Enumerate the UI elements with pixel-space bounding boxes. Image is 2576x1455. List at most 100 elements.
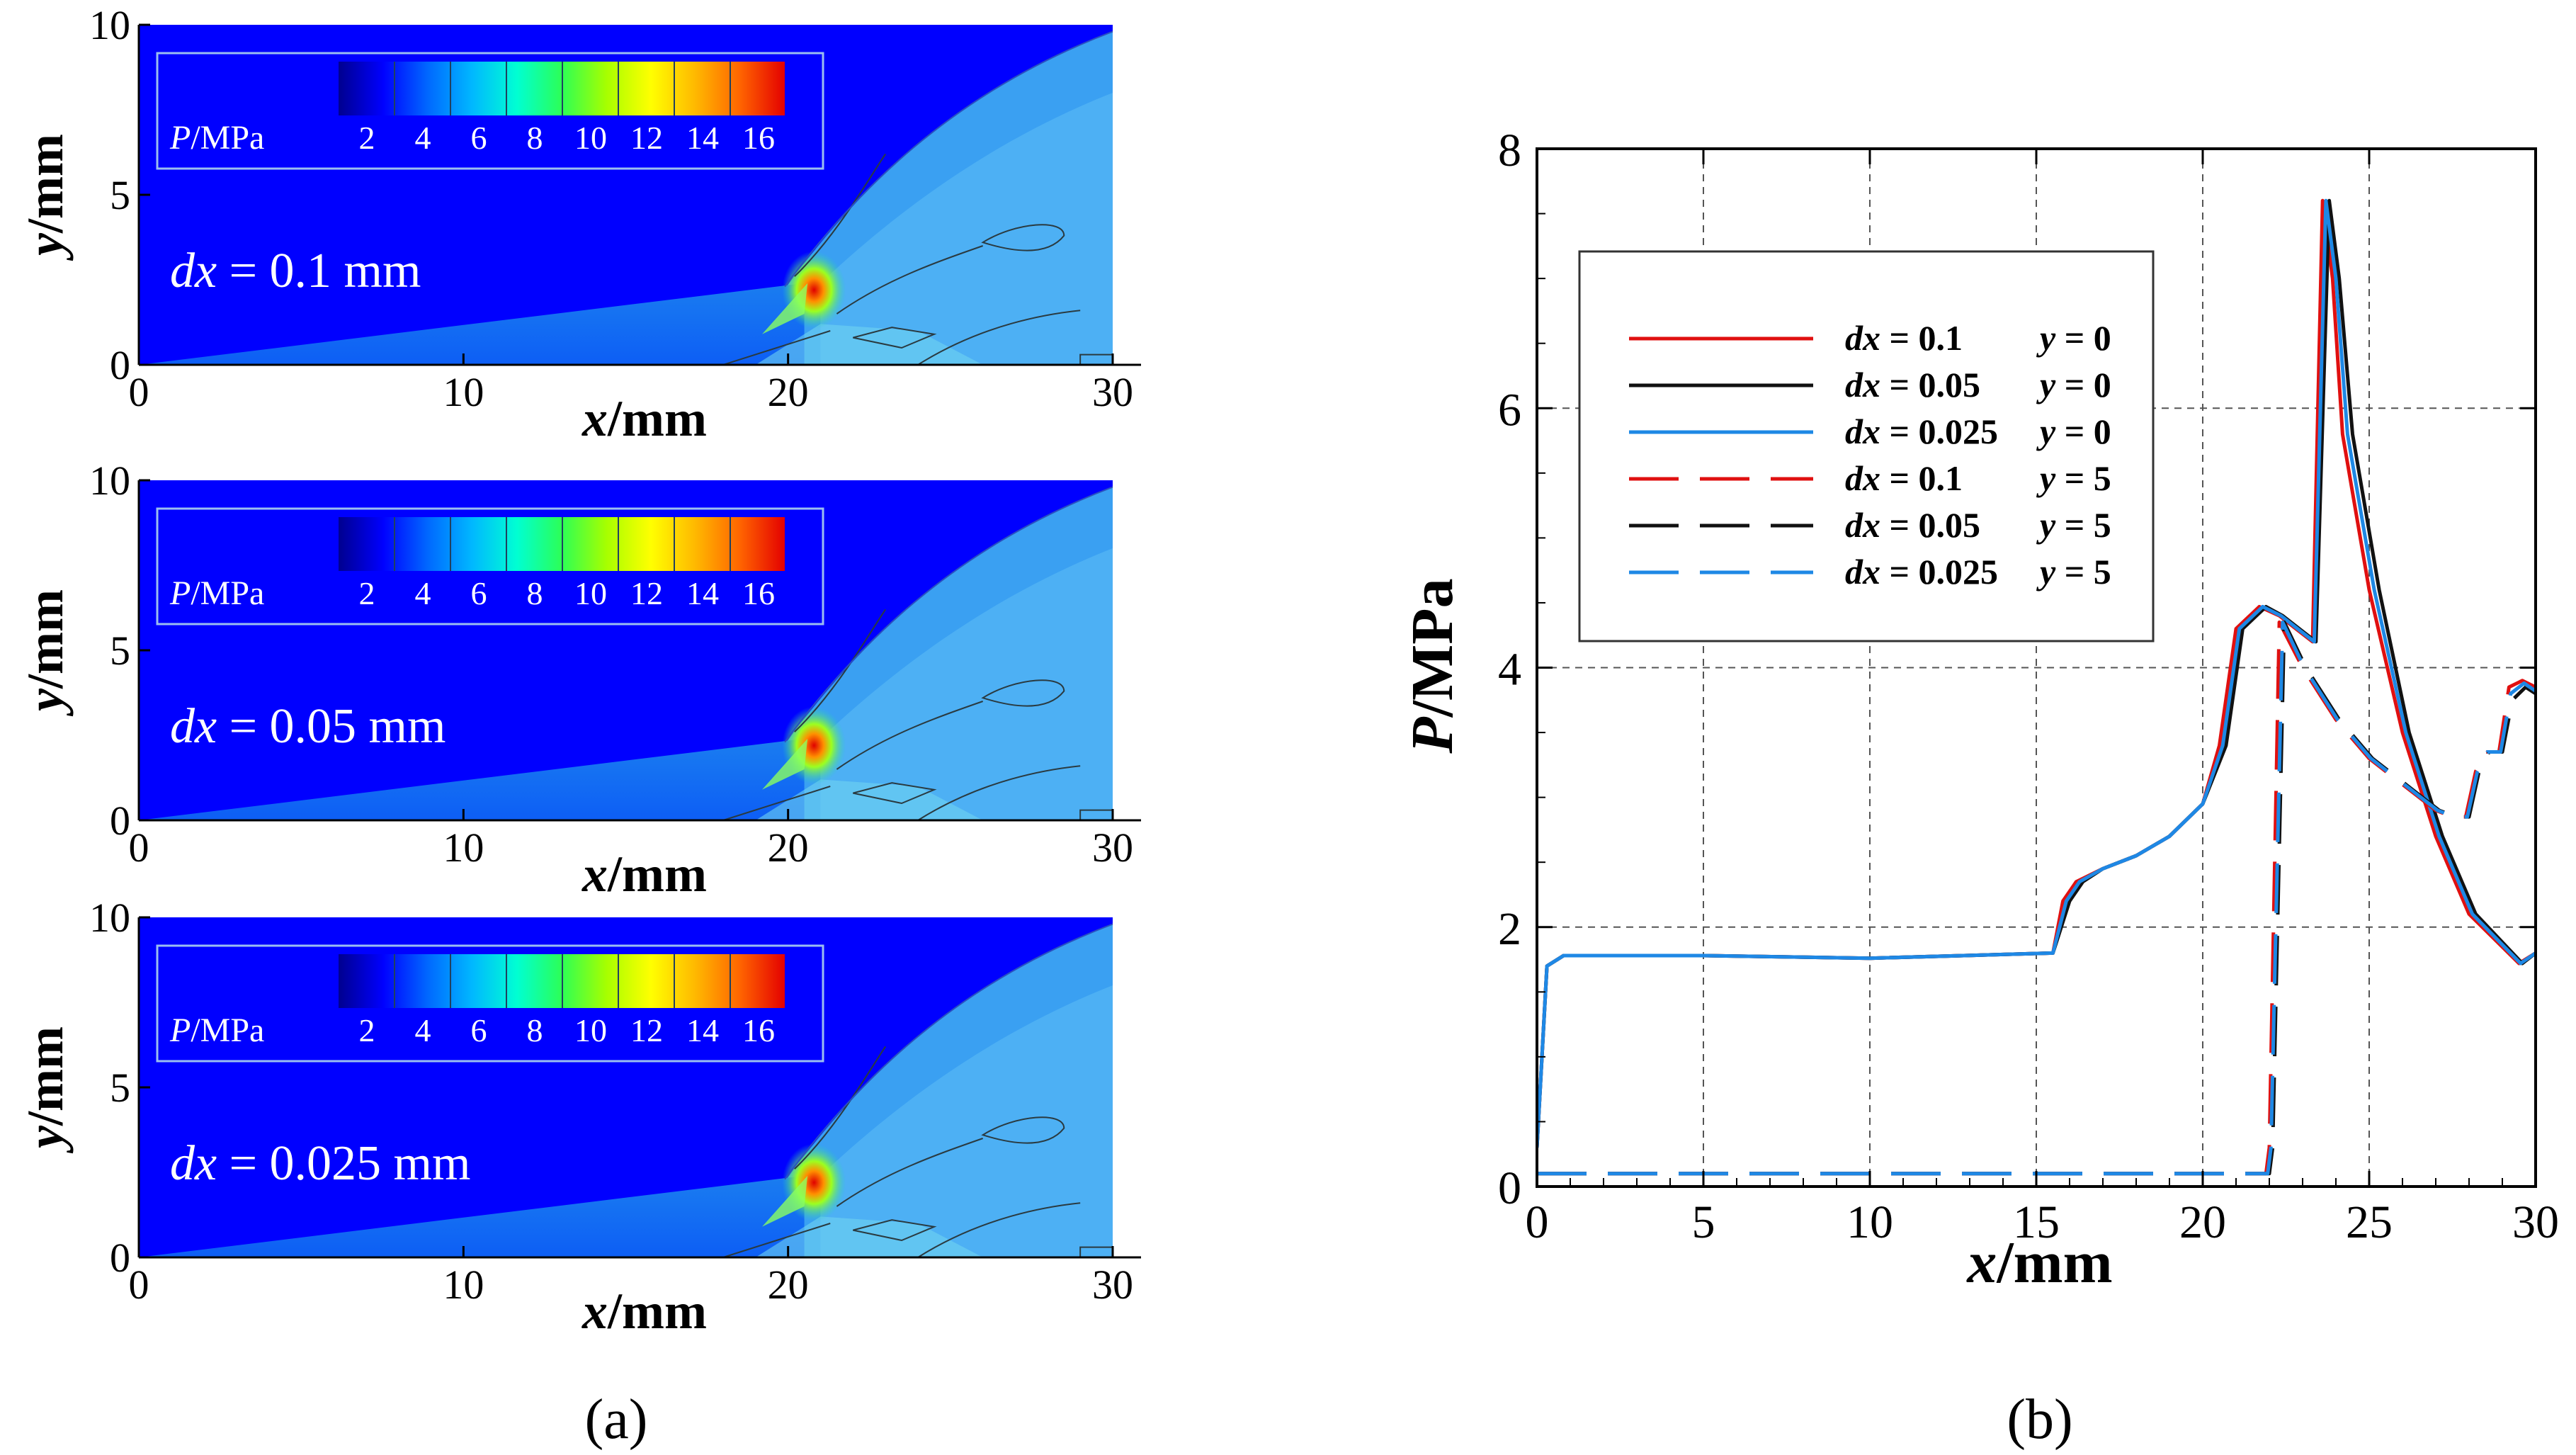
legend-dx-value: = 0.1: [1880, 458, 1963, 498]
bow-shock-line: [784, 923, 1113, 1180]
contour-line: [1079, 809, 1113, 820]
y-axis-var: y: [17, 232, 74, 261]
legend-y-label: y = 5: [2036, 458, 2111, 498]
colorbar-tick-label: 6: [471, 1012, 487, 1048]
bow-shock-line: [784, 30, 1113, 288]
x-axis-label: x/mm: [581, 1283, 707, 1340]
colorbar-tick-label: 2: [359, 1012, 375, 1048]
x-tick-label: 15: [2013, 1196, 2060, 1248]
colorbar-tick-label: 2: [359, 120, 375, 156]
legend-y-var: y: [2036, 318, 2056, 358]
x-axis-label: x/mm: [1965, 1230, 2112, 1296]
legend-entry-label: dx = 0.025: [1845, 552, 1998, 591]
contour-line: [722, 1223, 831, 1258]
y-axis-unit: /mm: [17, 1026, 74, 1126]
x-tick-label: 20: [2179, 1196, 2226, 1248]
x-axis-var: x: [581, 390, 608, 447]
oblique-shock-wedge: [139, 1175, 805, 1257]
legend-y-label: y = 0: [2036, 318, 2111, 358]
hot-jet: [762, 1175, 808, 1227]
resolution-var: dx: [170, 244, 217, 298]
colorbar-tick-label: 8: [527, 120, 543, 156]
contour-line: [853, 1219, 937, 1242]
chart-lines: [1537, 198, 2536, 1176]
x-axis-var: x: [581, 1283, 608, 1340]
resolution-label: dx = 0.05 mm: [170, 699, 446, 754]
x-tick-label: 0: [1526, 1196, 1549, 1248]
y-tick-label: 6: [1498, 384, 1521, 436]
colorbar-tick-label: 10: [574, 120, 607, 156]
x-axis-unit: /mm: [607, 846, 707, 902]
caption-a: (a): [585, 1388, 648, 1451]
contour-line: [917, 765, 1081, 821]
contour-line: [1079, 353, 1113, 365]
colorbar-legend: P/MPa 2 4 6 8 10 12 14 16: [156, 507, 824, 625]
legend-entry-label: dx = 0.05: [1845, 505, 1980, 545]
legend-box: [156, 507, 824, 625]
resolution-var: dx: [170, 699, 217, 754]
colorbar-tick-label: 12: [630, 1012, 663, 1048]
tick-labels: 0 5 10 15 20 25 30 0 2 4 6 8: [1498, 125, 2559, 1248]
legend-entry-label: dx = 0.025: [1845, 412, 1998, 451]
legend-y-var: y: [2036, 552, 2056, 591]
legend-y-var: y: [2036, 505, 2056, 545]
panel-b-line-chart: 0 5 10 15 20 25 30 0 2 4 6 8 x/mm P/MPa dx = 0.1 y =…: [1400, 125, 2559, 1296]
series-line-3: [1537, 198, 2536, 1148]
x-tick-label: 10: [443, 825, 484, 871]
x-tick-label: 30: [2512, 1196, 2559, 1248]
contour-line: [917, 1202, 1081, 1258]
legend-box: [156, 944, 824, 1063]
y-tick-label: 0: [110, 798, 130, 844]
y-axis-var: y: [17, 688, 74, 717]
resolution-var: dx: [170, 1136, 217, 1191]
y-tick-label: 5: [110, 1065, 130, 1111]
colorbar-tick-label: 12: [630, 120, 663, 156]
legend-dx-value: = 0.05: [1880, 505, 1980, 545]
x-tick-label: 0: [129, 825, 149, 871]
x-tick-label: 0: [129, 1262, 149, 1308]
colorbar-label: P/MPa: [169, 574, 264, 612]
y-axis-var: y: [17, 1125, 74, 1154]
colorbar-tick-label: 14: [686, 1012, 719, 1048]
reflected-wave-region: [755, 324, 983, 365]
contour-line: [836, 701, 983, 770]
legend-dx-value: = 0.05: [1880, 365, 1980, 404]
legend-y-value: = 0: [2055, 412, 2111, 451]
legend-y-value: = 0: [2055, 318, 2111, 358]
contour-line: [981, 679, 1065, 707]
legend-entry-label: dx = 0.1: [1845, 458, 1963, 498]
colorbar-legend: P/MPa 2 4 6 8 10 12 14 16: [156, 944, 824, 1063]
x-axis-unit: /mm: [607, 1283, 707, 1340]
x-tick-label: 10: [1846, 1196, 1893, 1248]
contour-line: [981, 1116, 1065, 1144]
colorbar-tick-label: 16: [742, 1012, 775, 1048]
contour-line: [836, 245, 983, 315]
y-axis-label: y/mm: [17, 589, 74, 717]
oblique-shock-wedge: [139, 738, 805, 820]
series-line-6: [1537, 620, 2536, 1176]
x-tick-label: 30: [1092, 825, 1133, 871]
series-line-4: [1537, 620, 2536, 1176]
colorbar-label: P/MPa: [169, 1012, 264, 1049]
legend-dx-value: = 0.1: [1880, 318, 1963, 358]
reflected-wave-region: [755, 779, 983, 820]
y-tick-label: 10: [89, 895, 130, 941]
colorbar-tick-label: 16: [742, 120, 775, 156]
colorbar-tick-label: 14: [686, 575, 719, 611]
legend-box: [156, 52, 824, 170]
colorbar-tick-label: 16: [742, 575, 775, 611]
y-tick-label: 0: [110, 1235, 130, 1281]
colorbar-legend: P/MPa 2 4 6 8 10 12 14 16: [156, 52, 824, 170]
colorbar-var: P: [169, 574, 191, 612]
y-tick-label: 8: [1498, 125, 1521, 176]
legend-dx-var: dx: [1845, 318, 1880, 358]
x-tick-label: 30: [1092, 369, 1133, 415]
contour-plot-3: P/MPa 2 4 6 8 10 12 14 16 dx = 0.025 mm 0 10 20 30 0 5 1…: [17, 895, 1141, 1340]
x-tick-label: 10: [443, 369, 484, 415]
x-axis-var: x: [581, 846, 608, 902]
post-shock-region: [820, 985, 1113, 1257]
colorbar-unit: /MPa: [191, 574, 264, 612]
colorbar-tick-label: 12: [630, 575, 663, 611]
